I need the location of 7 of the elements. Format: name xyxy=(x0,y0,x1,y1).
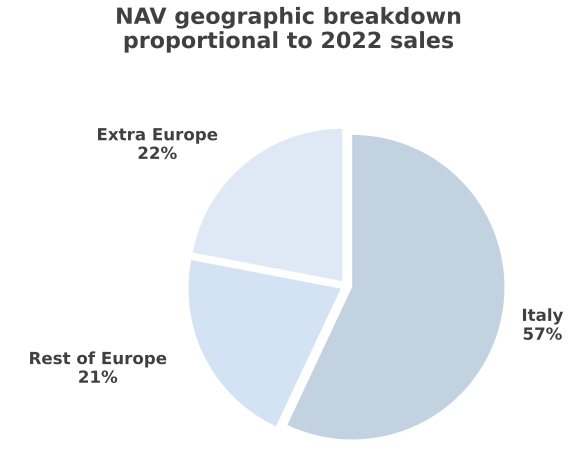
slice-label: Extra Europe xyxy=(98,128,218,144)
data-label: 22% xyxy=(138,146,177,160)
chart-title: NAV geographic breakdown proportional to 2022 sales xyxy=(117,6,460,53)
slice-label: Rest of Europe xyxy=(30,351,166,368)
slice-label: Italy xyxy=(522,308,564,324)
data-label: 21% xyxy=(79,370,118,383)
data-label: 57% xyxy=(524,327,562,340)
